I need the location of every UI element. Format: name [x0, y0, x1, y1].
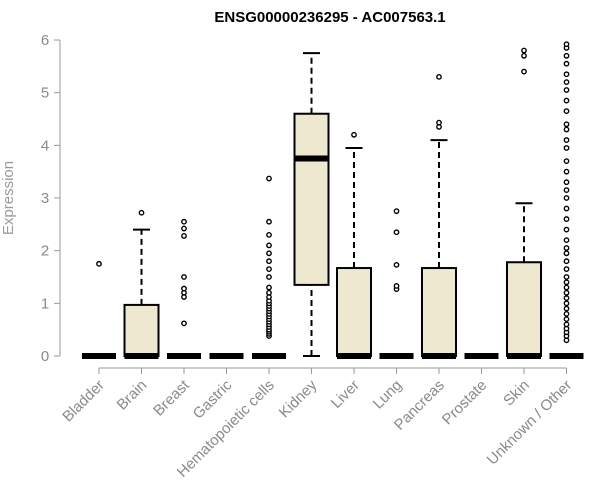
box-iqr	[421, 267, 457, 357]
outlier-point	[393, 229, 400, 236]
outlier-point	[563, 121, 570, 128]
outlier-point	[563, 87, 570, 93]
outlier-point	[351, 131, 357, 138]
outlier-point	[563, 216, 570, 222]
outlier-point	[563, 79, 570, 86]
outlier-point	[563, 321, 570, 328]
y-axis-label: Expression	[0, 161, 17, 235]
outlier-point	[393, 208, 400, 215]
box-group	[293, 52, 330, 357]
outlier-point	[266, 218, 272, 225]
y-tick-label: 6	[41, 32, 49, 49]
box-group	[379, 208, 414, 359]
x-tick-label: Kidney	[276, 376, 321, 421]
outlier-point	[563, 237, 570, 244]
outlier-point	[266, 175, 272, 182]
outlier-point	[266, 284, 272, 291]
outlier-point	[181, 274, 187, 280]
outlier-point	[266, 231, 272, 238]
outlier-point	[563, 205, 570, 212]
outlier-point	[266, 242, 272, 249]
outlier-point	[563, 250, 570, 257]
box-iqr	[293, 112, 330, 286]
outlier-point	[563, 258, 570, 265]
box-iqr	[506, 261, 542, 357]
outlier-point	[563, 126, 570, 133]
outlier-point	[181, 285, 187, 292]
box-group	[336, 131, 372, 359]
outlier-point	[563, 52, 570, 59]
outlier-point	[563, 60, 570, 67]
x-tick-label: Bladder	[59, 377, 108, 426]
outlier-point	[563, 108, 570, 115]
outlier-point	[563, 41, 570, 48]
box-iqr	[123, 303, 160, 357]
x-tick-label: Prostate	[439, 377, 491, 429]
outlier-point	[266, 274, 272, 280]
outlier-point	[563, 71, 570, 78]
outlier-point	[563, 245, 570, 251]
outlier-point	[563, 310, 570, 317]
outlier-point	[266, 250, 272, 257]
y-axis: 0 1 2 3 4 5 6	[41, 32, 61, 365]
box-group	[252, 175, 286, 359]
outlier-point	[563, 137, 570, 143]
y-tick-label: 2	[41, 243, 49, 260]
outlier-point	[563, 97, 570, 104]
box-group	[506, 47, 542, 359]
outlier-point	[436, 119, 442, 126]
outlier-point	[393, 261, 400, 268]
outlier-point	[521, 52, 527, 59]
outlier-point	[96, 260, 102, 267]
chart-title: ENSG00000236295 - AC007563.1	[214, 9, 445, 26]
outlier-point	[563, 279, 570, 286]
box-group	[123, 209, 160, 359]
x-tick-label: Skin	[500, 377, 533, 410]
outlier-point	[436, 73, 442, 80]
outlier-point	[521, 68, 527, 75]
y-tick-label: 4	[41, 137, 49, 154]
y-tick-label: 0	[41, 348, 49, 365]
box-group	[549, 41, 584, 359]
box-group	[167, 218, 201, 359]
outlier-point	[563, 158, 570, 165]
outlier-point	[563, 145, 570, 151]
box-group	[82, 260, 116, 359]
y-tick-label: 5	[41, 85, 49, 102]
outlier-point	[563, 305, 570, 312]
outlier-point	[563, 295, 570, 301]
y-tick-label: 3	[41, 190, 49, 207]
outlier-point	[563, 266, 570, 272]
outlier-point	[563, 300, 570, 307]
outlier-point	[181, 233, 187, 239]
box-group	[421, 73, 457, 359]
outlier-point	[181, 225, 187, 232]
outlier-point	[563, 284, 570, 291]
outlier-point	[521, 47, 527, 54]
outlier-point	[563, 274, 570, 280]
outlier-point	[181, 218, 187, 225]
outlier-point	[563, 187, 570, 194]
outlier-point	[563, 289, 570, 296]
outlier-point	[393, 283, 400, 289]
x-tick-label: Breast	[150, 376, 193, 419]
outlier-point	[266, 289, 272, 296]
outlier-point	[266, 266, 272, 272]
outlier-point	[181, 320, 187, 327]
outlier-point	[563, 195, 570, 201]
box-series	[82, 41, 584, 359]
outlier-point	[266, 258, 272, 265]
box-iqr	[336, 267, 372, 357]
outlier-point	[563, 316, 570, 323]
y-tick-label: 1	[41, 295, 49, 312]
x-tick-label: Liver	[328, 377, 363, 412]
outlier-point	[563, 168, 570, 175]
outlier-point	[563, 179, 570, 186]
x-tick-label: Brain	[114, 377, 151, 414]
x-tick-label: Lung	[370, 377, 406, 413]
outlier-point	[563, 226, 570, 233]
outlier-point	[138, 209, 145, 216]
